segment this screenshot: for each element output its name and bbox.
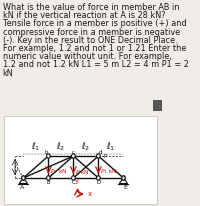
Text: Tensile force in a member is positive (+) and: Tensile force in a member is positive (+… <box>3 19 186 28</box>
Text: p: p <box>103 153 107 158</box>
Polygon shape <box>19 178 28 184</box>
Text: b: b <box>44 150 48 154</box>
Bar <box>153 100 161 110</box>
Circle shape <box>72 154 75 158</box>
Bar <box>4 116 157 204</box>
Text: compressive force in a member is negative: compressive force in a member is negativ… <box>3 28 180 37</box>
Circle shape <box>22 176 25 180</box>
Text: c: c <box>72 150 75 154</box>
Circle shape <box>97 176 100 180</box>
Circle shape <box>72 176 75 180</box>
Circle shape <box>97 154 100 158</box>
Circle shape <box>47 154 50 158</box>
Text: $P$ kN: $P$ kN <box>75 168 89 176</box>
Text: $P_1$ kN: $P_1$ kN <box>50 167 67 177</box>
Text: y: y <box>75 178 79 184</box>
Text: What is the value of force in member AB in: What is the value of force in member AB … <box>3 3 179 12</box>
Text: E: E <box>123 185 127 190</box>
Text: (-). Key in the result to ONE Decimal Place.: (-). Key in the result to ONE Decimal Pl… <box>3 36 177 45</box>
Text: 1.2 and not 1.2 kN L1 = 5 m L2 = 4 m P1 = 2: 1.2 and not 1.2 kN L1 = 5 m L2 = 4 m P1 … <box>3 60 188 69</box>
Text: C: C <box>72 180 75 185</box>
Text: $P_1$ kN: $P_1$ kN <box>100 167 117 177</box>
Text: kN if the vertical reaction at A is 28 kN?: kN if the vertical reaction at A is 28 k… <box>3 11 165 20</box>
Circle shape <box>22 176 25 180</box>
Text: kN: kN <box>3 69 13 78</box>
Text: For example, 1.2 and not 1 or 1.21 Enter the: For example, 1.2 and not 1 or 1.21 Enter… <box>3 44 186 53</box>
Text: A: A <box>20 185 24 190</box>
Text: B: B <box>47 180 50 185</box>
Text: d: d <box>99 150 103 154</box>
Text: x: x <box>88 191 92 197</box>
Text: $\ell_2$: $\ell_2$ <box>56 141 66 153</box>
Circle shape <box>122 176 125 180</box>
Circle shape <box>47 176 50 180</box>
Circle shape <box>122 176 125 180</box>
Text: numeric value without unit. For example,: numeric value without unit. For example, <box>3 52 171 61</box>
Text: $\ell_2$: $\ell_2$ <box>81 141 91 153</box>
Text: D: D <box>96 180 101 185</box>
Polygon shape <box>119 178 128 184</box>
Text: $\ell_1$: $\ell_1$ <box>31 141 41 153</box>
Text: $\ell_1$: $\ell_1$ <box>106 141 116 153</box>
